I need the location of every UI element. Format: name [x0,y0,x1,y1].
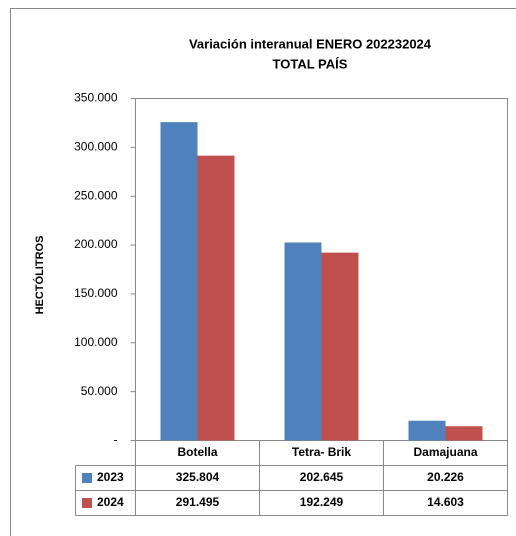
y-tick-label: 200.000 [74,237,118,251]
y-tick-label: 250.000 [74,188,118,202]
y-axis-title: HECTÓLITROS [33,236,46,315]
data-label: 325.804 [176,470,220,484]
legend-key [82,473,92,483]
y-tick-label: 300.000 [74,140,118,154]
x-tick-label: Botella [177,445,217,459]
y-tick-label: 150.000 [74,286,118,300]
chart-subtitle: TOTAL PAÍS [273,56,348,71]
data-label: 291.495 [176,495,220,509]
data-label: 14.603 [427,495,464,509]
data-label: 202.645 [300,470,344,484]
y-tick-label: 350.000 [74,91,118,105]
bar [160,122,198,441]
data-label: 20.226 [427,470,464,484]
legend-label: 2023 [97,470,124,484]
bar [408,420,446,441]
legend-label: 2024 [97,495,124,509]
y-tick-label: 50.000 [81,384,118,398]
y-tick-label: - [114,433,118,447]
x-tick-label: Tetra- Brik [292,445,351,459]
bar [284,242,322,441]
data-label: 192.249 [300,495,344,509]
x-tick-label: Damajuana [413,445,477,459]
bar [445,426,483,441]
bar [321,252,359,441]
chart-title: Variación interanual ENERO 202232024 [189,36,432,51]
y-tick-label: 100.000 [74,335,118,349]
legend-key [82,498,92,508]
chart-border [10,8,516,536]
bar [197,155,235,441]
